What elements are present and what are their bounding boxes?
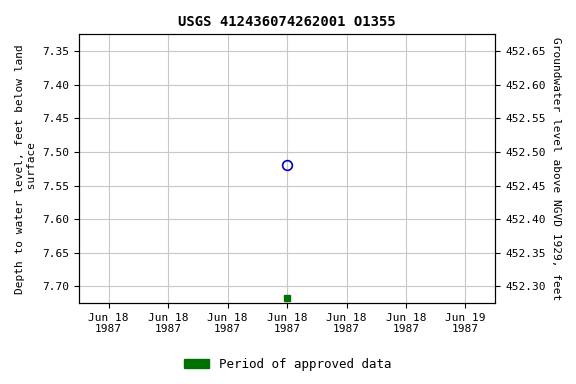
Legend: Period of approved data: Period of approved data <box>179 353 397 376</box>
Y-axis label: Groundwater level above NGVD 1929, feet: Groundwater level above NGVD 1929, feet <box>551 37 561 300</box>
Y-axis label: Depth to water level, feet below land
 surface: Depth to water level, feet below land su… <box>15 44 37 294</box>
Title: USGS 412436074262001 O1355: USGS 412436074262001 O1355 <box>178 15 396 29</box>
